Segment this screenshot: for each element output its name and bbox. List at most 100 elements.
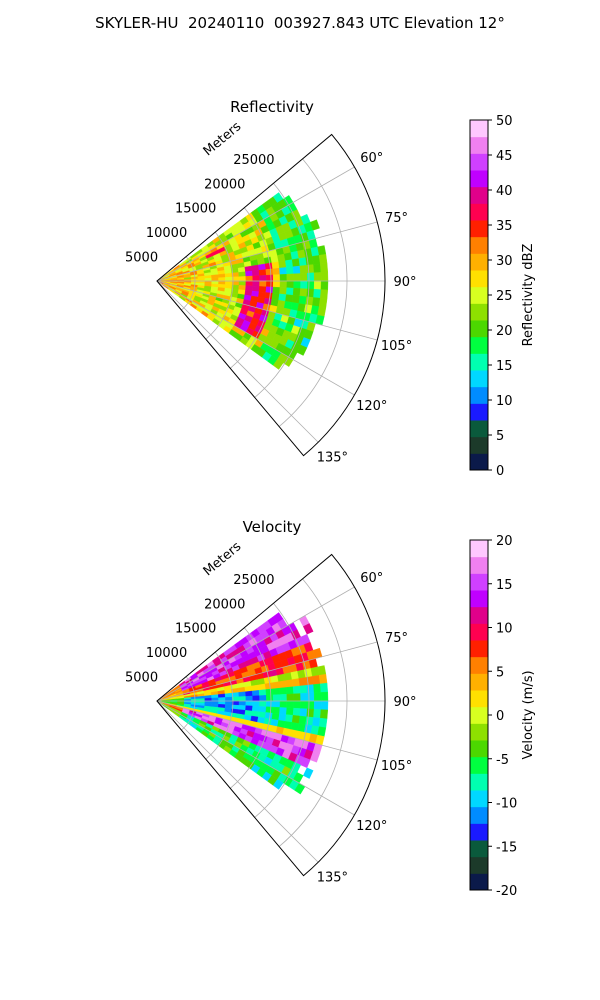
- colorbar-tick-label: 10: [496, 622, 513, 637]
- azimuth-spoke: [156, 586, 355, 702]
- colorbar-segment: [470, 840, 488, 858]
- data-cell: [204, 697, 212, 702]
- data-cell: [266, 700, 274, 708]
- data-cell: [218, 700, 226, 705]
- colorbar-segment: [470, 590, 488, 608]
- colorbar-tick-label: 10: [496, 394, 513, 409]
- data-cell: [310, 219, 320, 231]
- range-ring: [230, 627, 272, 789]
- data-cell: [258, 689, 267, 696]
- colorbar-segment: [470, 386, 488, 404]
- data-cell: [258, 706, 267, 713]
- data-cell: [266, 694, 274, 702]
- data-cell: [252, 700, 260, 707]
- data-cell: [245, 690, 253, 697]
- data-cell: [259, 280, 267, 287]
- data-cell: [299, 288, 308, 297]
- data-cell: [285, 259, 294, 268]
- data-cell: [320, 289, 328, 300]
- data-cell: [305, 676, 314, 686]
- data-cell: [272, 706, 281, 715]
- colorbar-segment: [470, 806, 488, 824]
- azimuth-spoke: [156, 280, 355, 396]
- colorbar-tick-label: -20: [496, 884, 517, 899]
- data-cell: [266, 280, 274, 288]
- colorbar-segment: [470, 303, 488, 321]
- reflectivity-grid: [156, 158, 385, 443]
- colorbar-segment: [470, 403, 488, 421]
- colorbar-tick-label: 0: [496, 464, 504, 479]
- data-cell: [299, 265, 308, 274]
- colorbar-tick-label: 25: [496, 289, 513, 304]
- data-cell: [320, 280, 329, 291]
- data-cell: [306, 708, 315, 718]
- colorbar-segment: [470, 690, 488, 708]
- data-cell: [317, 726, 327, 737]
- colorbar-tick-label: 50: [496, 114, 513, 129]
- range-ring: [254, 603, 310, 818]
- data-cell: [272, 280, 281, 288]
- colorbar-segment: [470, 556, 488, 574]
- angle-tick-label: 105°: [381, 339, 412, 354]
- colorbar-tick-label: 30: [496, 254, 513, 269]
- colorbar-segment: [470, 640, 488, 658]
- angle-tick-label: 75°: [385, 211, 408, 226]
- velocity-grid: [156, 578, 385, 863]
- data-cell: [320, 691, 329, 702]
- radial-tick-label: 20000: [204, 177, 245, 192]
- data-cell: [300, 692, 308, 702]
- colorbar-segment: [470, 320, 488, 338]
- colorbar-segment: [470, 120, 488, 138]
- velocity-field: [156, 612, 329, 795]
- data-cell: [285, 679, 294, 688]
- data-cell: [218, 693, 226, 698]
- data-cell: [318, 674, 328, 685]
- data-cell: [272, 267, 281, 276]
- data-cell: [272, 274, 281, 282]
- data-cell: [313, 289, 322, 299]
- data-cell: [265, 688, 274, 696]
- colorbar-tick-label: 5: [496, 429, 504, 444]
- data-cell: [317, 665, 327, 676]
- colorbar-segment: [470, 756, 488, 774]
- colorbar-segment: [470, 420, 488, 438]
- colorbar-segment: [470, 186, 488, 204]
- angle-tick-label: 105°: [381, 759, 412, 774]
- data-cell: [252, 285, 260, 292]
- data-cell: [270, 255, 279, 264]
- data-cell: [272, 687, 281, 696]
- radial-tick-label: 15000: [175, 202, 216, 217]
- azimuth-spoke: [156, 641, 378, 702]
- data-cell: [259, 275, 267, 282]
- data-cell: [307, 700, 315, 710]
- colorbar-segment: [470, 573, 488, 591]
- data-cell: [313, 700, 322, 710]
- data-cell: [307, 280, 315, 290]
- data-cell: [218, 280, 226, 285]
- range-ring: [230, 207, 272, 369]
- data-cell: [279, 700, 288, 709]
- data-cell: [306, 684, 315, 694]
- colorbar-segment: [470, 336, 488, 354]
- data-cell: [211, 274, 219, 279]
- azimuth-spoke: [156, 700, 355, 816]
- data-cell: [292, 685, 301, 695]
- data-cell: [211, 277, 219, 282]
- data-cell: [278, 713, 287, 722]
- angle-tick-label: 120°: [356, 399, 387, 414]
- colorbar-segment: [470, 673, 488, 691]
- data-cell: [225, 280, 233, 286]
- data-cell: [298, 715, 307, 725]
- data-cell: [305, 256, 314, 266]
- data-cell: [245, 275, 253, 282]
- data-cell: [306, 264, 315, 274]
- data-cell: [279, 267, 287, 275]
- colorbar-segment: [470, 370, 488, 388]
- data-cell: [259, 695, 267, 702]
- data-cell: [264, 262, 273, 270]
- data-cell: [238, 696, 247, 702]
- data-cell: [279, 280, 288, 289]
- data-cell: [291, 295, 301, 304]
- colorbar-tick-label: 40: [496, 184, 513, 199]
- data-cell: [318, 717, 328, 728]
